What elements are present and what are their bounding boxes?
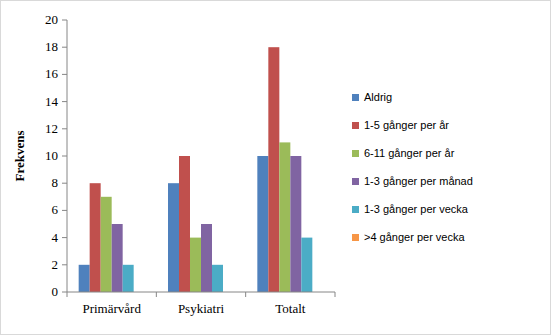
legend-label: Aldrig xyxy=(364,91,392,103)
bar xyxy=(179,156,190,292)
bar xyxy=(301,238,312,292)
x-tick xyxy=(67,292,68,297)
y-tick xyxy=(62,183,67,184)
y-tick-label: 18 xyxy=(45,39,58,54)
bar xyxy=(112,224,123,292)
y-tick-label: 14 xyxy=(45,94,59,109)
y-tick xyxy=(62,47,67,48)
y-tick-label: 0 xyxy=(52,284,59,299)
y-tick xyxy=(62,128,67,129)
bar xyxy=(212,265,223,292)
bar xyxy=(268,47,279,292)
legend-swatch xyxy=(352,150,359,157)
y-tick-label: 10 xyxy=(45,148,58,163)
bar xyxy=(101,197,112,292)
x-tick xyxy=(245,292,246,297)
legend-swatch xyxy=(352,206,359,213)
y-tick-label: 4 xyxy=(52,230,59,245)
legend-swatch xyxy=(352,122,359,129)
y-tick xyxy=(62,210,67,211)
chart: 0 2 4 6 8 10 12 14 16 18 20 Primärvård Psykiatri Tota… xyxy=(0,0,551,335)
x-tick-label: Totalt xyxy=(275,301,306,316)
y-tick xyxy=(62,237,67,238)
bars xyxy=(79,47,313,292)
y-tick-label: 12 xyxy=(45,121,58,136)
y-tick xyxy=(62,101,67,102)
legend-label: 1-3 gånger per vecka xyxy=(364,203,469,215)
y-tick xyxy=(62,20,67,21)
bar xyxy=(201,224,212,292)
bar xyxy=(168,183,179,292)
bar xyxy=(190,238,201,292)
y-tick-label: 6 xyxy=(52,202,59,217)
y-tick xyxy=(62,156,67,157)
y-tick-label: 20 xyxy=(45,12,58,27)
x-tick-label: Primärvård xyxy=(82,301,141,316)
bar xyxy=(123,265,134,292)
legend-swatch xyxy=(352,178,359,185)
legend-label: >4 gånger per vecka xyxy=(364,231,465,243)
y-tick xyxy=(62,292,67,293)
chart-frame xyxy=(1,1,551,335)
chart-container: 0 2 4 6 8 10 12 14 16 18 20 Primärvård Psykiatri Tota… xyxy=(0,0,551,335)
y-tick-label: 2 xyxy=(52,257,59,272)
legend-label: 1-3 gånger per månad xyxy=(364,175,473,187)
bar xyxy=(90,183,101,292)
y-tick xyxy=(62,74,67,75)
y-tick-label: 8 xyxy=(52,175,59,190)
x-tick xyxy=(335,292,336,297)
legend-label: 1-5 gånger per år xyxy=(364,119,449,131)
bar xyxy=(79,265,90,292)
legend-swatch xyxy=(352,234,359,241)
legend-label: 6-11 gånger per år xyxy=(364,147,455,159)
x-tick-label: Psykiatri xyxy=(178,301,225,316)
bar xyxy=(257,156,268,292)
y-axis-label: Frekvens xyxy=(12,130,27,181)
x-axis xyxy=(67,292,335,293)
y-tick-label: 16 xyxy=(45,66,59,81)
bar xyxy=(290,156,301,292)
bar xyxy=(279,142,290,292)
legend-swatch xyxy=(352,94,359,101)
x-tick xyxy=(156,292,157,297)
y-tick xyxy=(62,264,67,265)
